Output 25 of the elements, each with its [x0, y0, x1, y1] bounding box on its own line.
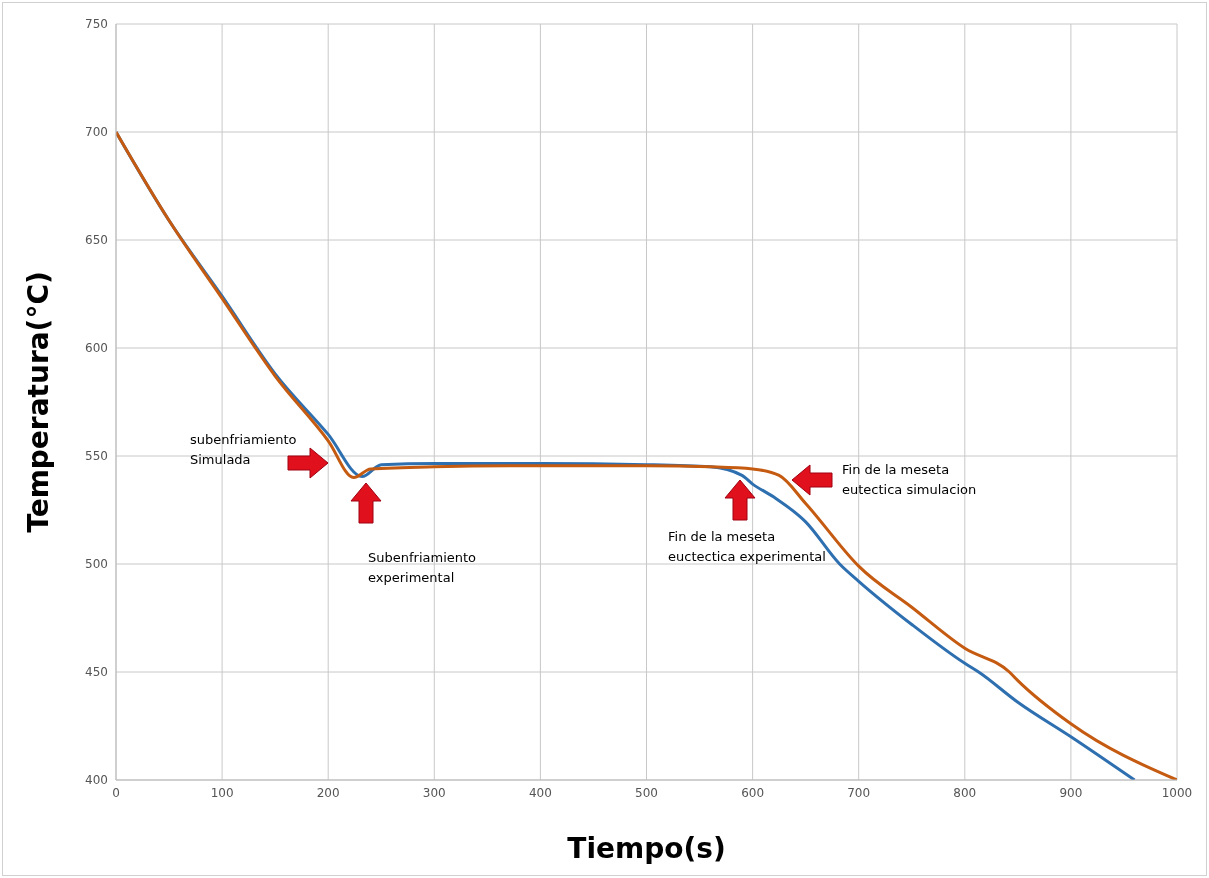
- x-tick-label: 200: [316, 785, 340, 800]
- y-axis-title: Temperatura(°C): [21, 271, 55, 533]
- annotation: Subenfriamiento experimental: [368, 549, 477, 587]
- x-tick-label: 400: [528, 785, 552, 800]
- x-axis-title: Tiempo(s): [567, 832, 726, 865]
- annotation: Fin de la meseta euctectica experimental: [668, 528, 826, 566]
- y-tick-label: 450: [85, 665, 108, 680]
- x-tick-label: 500: [635, 785, 658, 800]
- x-tick-label: 300: [422, 785, 446, 800]
- y-tick-label: 650: [85, 233, 108, 248]
- annotation: Fin de la meseta eutectica simulacion: [842, 461, 977, 499]
- annotation: subenfriamiento Simulada: [190, 431, 297, 469]
- y-tick-label: 750: [85, 17, 108, 32]
- x-tick-label: 800: [953, 785, 977, 800]
- x-tick-label: 100: [210, 785, 234, 800]
- x-tick-label: 1000: [1161, 785, 1193, 800]
- y-tick-label: 400: [85, 773, 108, 788]
- y-tick-label: 700: [85, 125, 108, 140]
- x-tick-label: 900: [1059, 785, 1083, 800]
- x-tick-label: 700: [847, 785, 871, 800]
- y-tick-label: 550: [85, 449, 108, 464]
- y-tick-label: 500: [85, 557, 108, 572]
- x-tick-label: 600: [741, 785, 765, 800]
- y-tick-label: 600: [85, 341, 108, 356]
- x-tick-label: 0: [112, 785, 120, 800]
